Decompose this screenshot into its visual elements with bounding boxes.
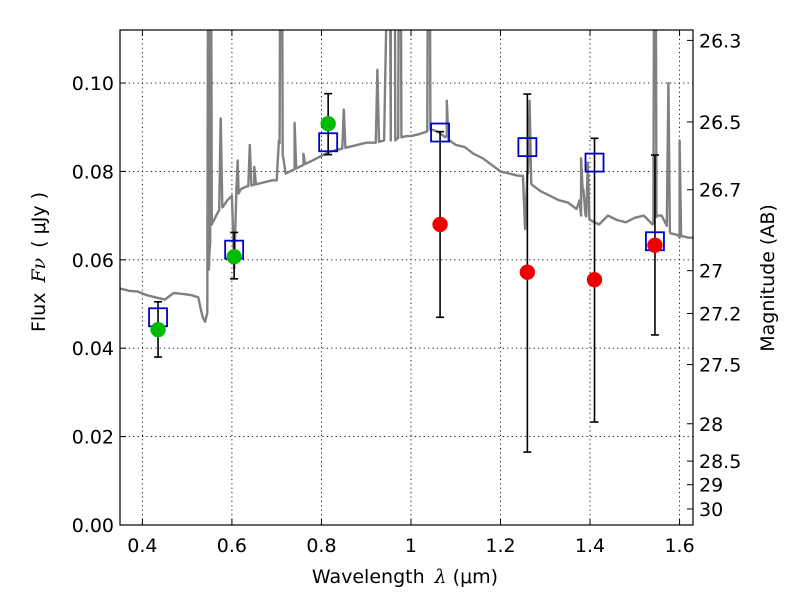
- y2-axis-label: Magnitude (AB): [757, 204, 779, 352]
- x-tick-label: 1: [405, 535, 417, 557]
- plot-frame: [119, 29, 694, 526]
- nondetection-marker: [519, 264, 536, 280]
- x-tick-label: 0.4: [127, 535, 157, 557]
- detection-marker: [226, 248, 242, 265]
- x-tick-label: 1.6: [664, 535, 694, 557]
- nondetection-marker: [432, 216, 448, 233]
- y-axis-label: Flux Fν ( μJy ): [28, 192, 50, 332]
- y2-tick-label: 27.2: [699, 303, 741, 325]
- detection-marker: [320, 115, 336, 132]
- y2-tick-label: 28.5: [699, 451, 741, 473]
- x-tick-label: 1.4: [575, 535, 605, 557]
- y2-tick-label: 27.5: [699, 355, 741, 377]
- y2-tick-label: 26.7: [699, 180, 741, 202]
- y-tick-label: 0.10: [72, 73, 114, 95]
- detection-marker: [150, 321, 166, 338]
- y2-tick-label: 26.5: [699, 112, 741, 134]
- x-tick-label: 1.2: [485, 535, 515, 557]
- y2-tick-label: 28: [699, 414, 723, 436]
- model-square-marker: [430, 122, 450, 143]
- x-axis-label-symbol: λ: [434, 566, 447, 588]
- model-square-marker: [584, 152, 605, 173]
- y2-tick-label: 30: [699, 499, 723, 521]
- nondetection-marker: [586, 271, 603, 288]
- y-tick-label: 0.02: [72, 427, 114, 449]
- model-square-marker: [517, 137, 538, 158]
- y-axis-label-unit: ( μJy ): [28, 192, 50, 248]
- x-tick-label: 0.8: [306, 535, 336, 557]
- y2-tick-label: 26.3: [699, 30, 741, 52]
- y-tick-label: 0.06: [72, 250, 114, 272]
- y-tick-label: 0.00: [72, 515, 114, 537]
- y2-tick-label: 29: [699, 475, 723, 497]
- plot-area: [120, 30, 693, 323]
- x-axis-label-prefix: Wavelength: [312, 566, 425, 588]
- x-axis-label-unit: (μm): [453, 566, 498, 588]
- nondetection-marker: [647, 237, 663, 253]
- y2-tick-label: 27: [699, 261, 723, 283]
- y-axis-label-prefix: Flux: [28, 293, 50, 333]
- model-square-marker: [318, 132, 339, 153]
- x-tick-label: 0.6: [217, 535, 247, 557]
- y-tick-label: 0.08: [72, 161, 114, 183]
- y-axis-label-symbol: Fν: [28, 257, 50, 283]
- spectrum-line: [120, 30, 693, 323]
- markers: [148, 115, 665, 338]
- x-axis-label: Wavelength λ (μm): [312, 566, 498, 588]
- y-tick-label: 0.04: [72, 338, 114, 360]
- axis-ticks: 0.4 0.6 0.8 1 1.2 1.4 1.6 0.00 0.02 0.04 0.06 0.08 0…: [72, 30, 741, 557]
